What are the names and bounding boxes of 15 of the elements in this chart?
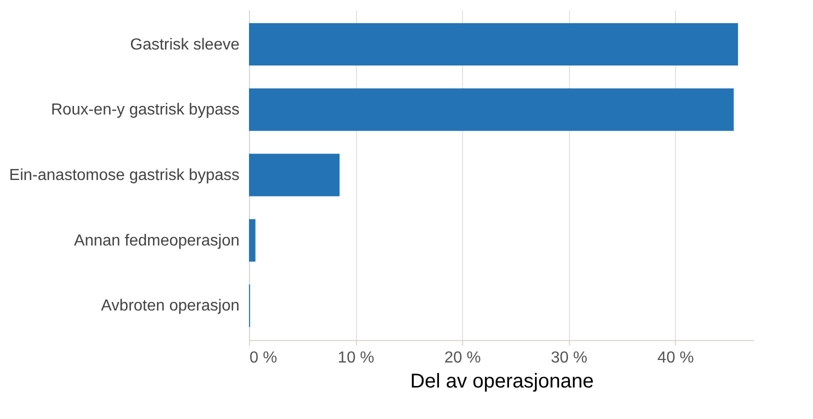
bar [249,219,256,262]
y-tick-label: Ein-anastomose gastrisk bypass [9,167,240,184]
y-tick-label: Roux-en-y gastrisk bypass [50,102,240,119]
x-axis-title: Del av operasjonane [410,370,594,392]
bar [249,154,340,196]
x-tick-label: 20 % [444,350,481,366]
bar [249,23,738,66]
y-tick-label: Annan fedmeoperasjon [74,232,240,250]
x-tick-label: 30 % [550,350,588,366]
x-tick-label: 10 % [338,350,374,366]
x-tick-label: 0 % [250,350,278,366]
y-tick-label: Avbroten operasjon [101,298,240,315]
bar [249,88,734,131]
y-tick-label: Gastrisk sleeve [130,36,240,54]
x-tick-label: 40 % [657,350,694,366]
